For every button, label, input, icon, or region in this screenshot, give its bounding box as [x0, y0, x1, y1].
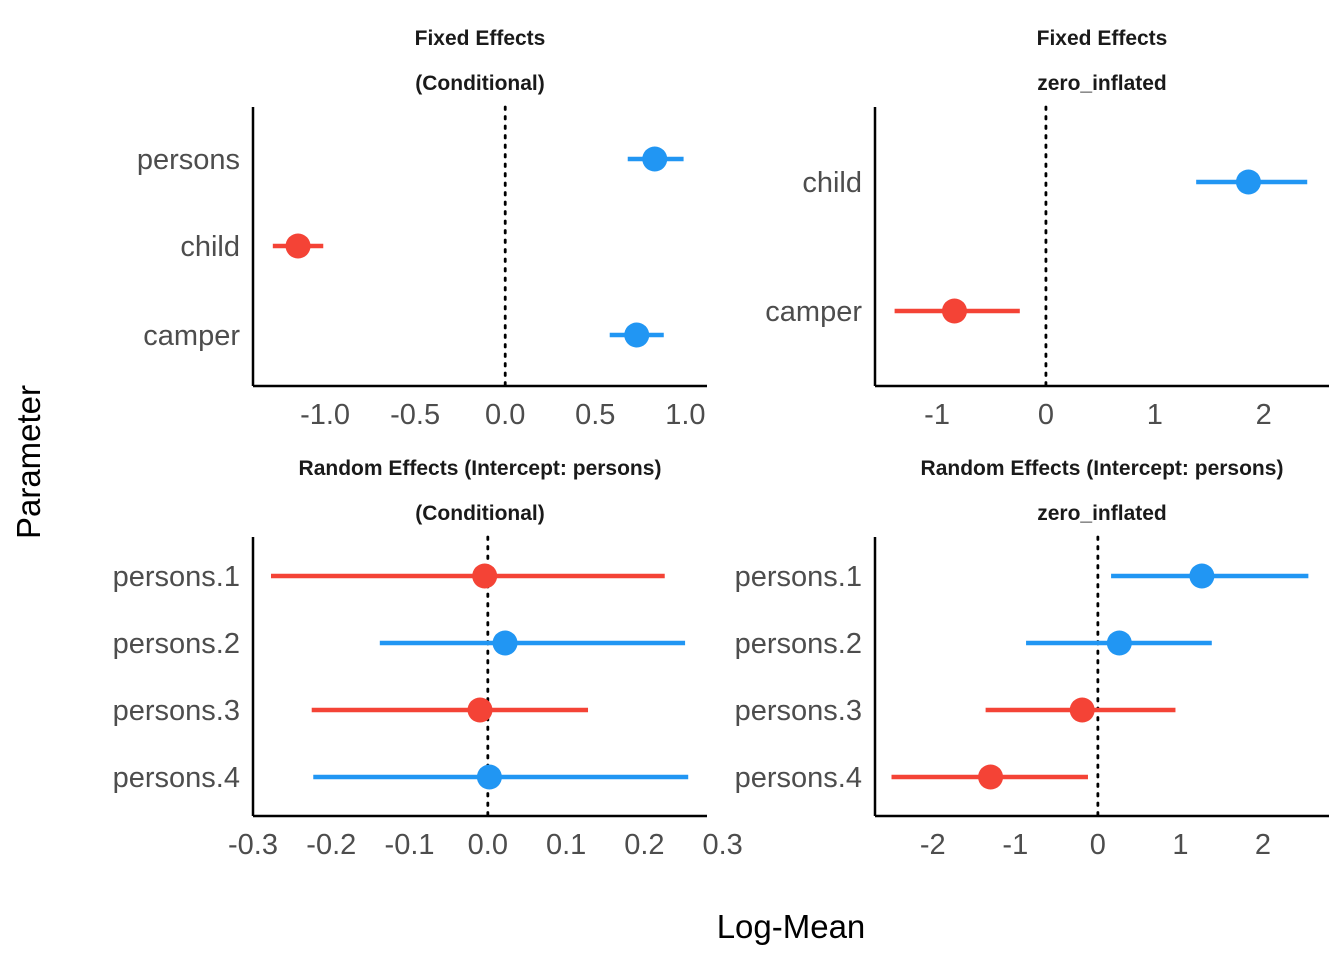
x-tick-label: -0.5	[390, 399, 440, 431]
estimate-point	[472, 563, 498, 589]
estimate-point	[1235, 169, 1261, 195]
y-tick-label: persons.3	[113, 695, 240, 727]
panel-title-line1: Fixed Effects	[1037, 27, 1168, 50]
estimate-point	[624, 322, 650, 348]
y-tick-label: camper	[143, 320, 240, 352]
panel-title-line2: (Conditional)	[415, 72, 544, 95]
x-tick-label: 1	[1147, 399, 1163, 431]
x-tick-label: 1.0	[665, 399, 705, 431]
y-tick-label: camper	[765, 296, 862, 328]
estimate-point	[1189, 563, 1215, 589]
estimate-point	[978, 764, 1004, 790]
x-tick-label: -1.0	[300, 399, 350, 431]
panel-title-line2: zero_inflated	[1037, 72, 1167, 95]
y-tick-label: persons.2	[735, 628, 862, 660]
y-tick-label: persons.1	[735, 561, 862, 593]
estimate-point	[467, 697, 493, 723]
y-tick-label: persons.2	[113, 628, 240, 660]
y-axis-title: Parameter	[10, 385, 47, 539]
x-tick-label: 0.0	[468, 829, 508, 861]
panel-random-zero-inflated: Random Effects (Intercept: persons) zero…	[735, 457, 1329, 861]
panel-fixed-zero-inflated: Fixed Effects zero_inflated -1 0 1 2 child ca…	[765, 27, 1329, 431]
x-tick-label: 0.2	[624, 829, 664, 861]
x-tick-label: 0.0	[485, 399, 525, 431]
y-tick-label: persons.4	[735, 762, 862, 794]
panel-title-line1: Random Effects (Intercept: persons)	[921, 457, 1284, 480]
estimate-point	[642, 146, 668, 172]
x-tick-label: 0	[1038, 399, 1054, 431]
estimate-point	[941, 298, 967, 324]
panel-title-line1: Random Effects (Intercept: persons)	[299, 457, 662, 480]
estimate-point	[285, 233, 311, 259]
y-tick-label: persons.1	[113, 561, 240, 593]
panel-random-conditional: Random Effects (Intercept: persons) (Con…	[113, 457, 743, 861]
y-tick-label: child	[802, 167, 862, 199]
plot-area-random-conditional: -0.3 -0.2 -0.1 0.0 0.1 0.2 0.3 persons.1 persons…	[113, 535, 743, 861]
estimate-point	[1106, 630, 1132, 656]
x-axis-title: Log-Mean	[717, 908, 866, 945]
x-tick-label: 0.1	[546, 829, 586, 861]
x-tick-label: 0.3	[702, 829, 742, 861]
estimate-point	[492, 630, 518, 656]
y-tick-label: child	[180, 231, 240, 263]
x-tick-label: -2	[920, 829, 946, 861]
y-tick-label: persons.4	[113, 762, 240, 794]
x-tick-label: 0.5	[575, 399, 615, 431]
x-tick-label: -1	[924, 399, 950, 431]
x-tick-label: 2	[1255, 829, 1271, 861]
plot-area-fixed-zero-inflated: -1 0 1 2 child camper	[765, 105, 1329, 431]
estimate-point	[1069, 697, 1095, 723]
x-tick-label: -0.2	[306, 829, 356, 861]
x-tick-label: 0	[1090, 829, 1106, 861]
panel-title-line1: Fixed Effects	[415, 27, 546, 50]
y-tick-label: persons	[137, 144, 240, 176]
panel-title-line2: zero_inflated	[1037, 502, 1167, 525]
x-tick-label: 1	[1172, 829, 1188, 861]
plot-area-random-zero-inflated: -2 -1 0 1 2 persons.1 persons.2 persons.3 person…	[735, 535, 1329, 861]
x-tick-label: 2	[1256, 399, 1272, 431]
panel-fixed-conditional: Fixed Effects (Conditional) -1.0 -0.5 0.0 0…	[137, 27, 707, 431]
x-tick-label: -0.1	[385, 829, 435, 861]
x-tick-label: -1	[1002, 829, 1028, 861]
x-tick-label: -0.3	[228, 829, 278, 861]
estimate-point	[476, 764, 502, 790]
plot-area-fixed-conditional: -1.0 -0.5 0.0 0.5 1.0 persons child camper	[137, 105, 707, 431]
panel-title-line2: (Conditional)	[415, 502, 544, 525]
y-tick-label: persons.3	[735, 695, 862, 727]
